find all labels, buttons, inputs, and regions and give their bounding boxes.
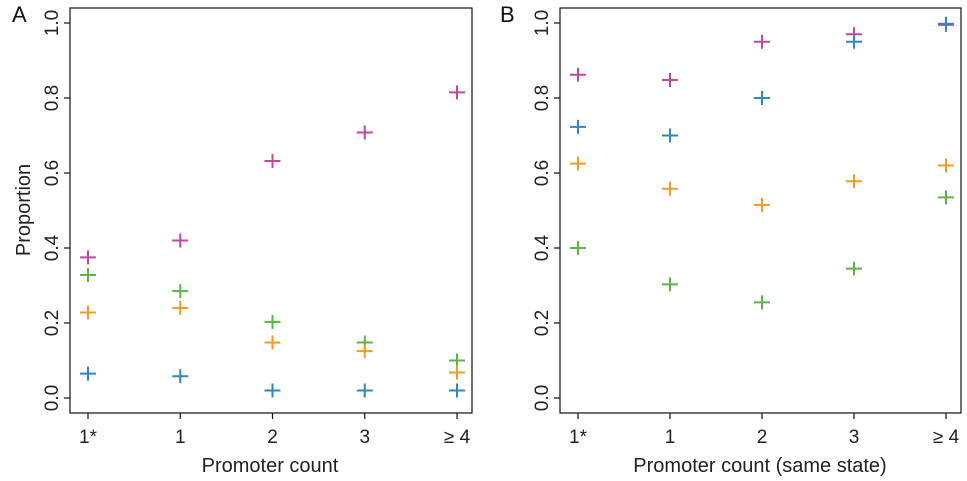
panel-a-series-1 <box>80 85 465 265</box>
panel-b-y-tick-label: 0.4 <box>532 234 553 261</box>
panel-b-ticks: 1* 1 2 3 ≥ 4 0.0 0.2 0.4 0.6 0.8 1.0 <box>532 10 960 448</box>
panel-b-data-point <box>938 190 954 205</box>
panel-b-data-point <box>662 128 678 143</box>
panel-b-data-point <box>570 67 586 82</box>
panel-a-x-tick-label: ≥ 4 <box>444 427 471 448</box>
panel-b: B Promoter count (same state) 1* 1 2 3 ≥ 4 0.… <box>500 2 962 477</box>
panel-b-series-4 <box>570 190 954 310</box>
panel-b-x-tick-label: 1* <box>569 427 588 448</box>
panel-a-data-point <box>449 365 465 380</box>
panel-a-data-point <box>449 85 465 100</box>
panel-a-data-point <box>356 344 373 359</box>
panel-b-data-point <box>938 16 954 31</box>
panel-b-y-tick-label: 0.0 <box>532 385 553 411</box>
panel-b-data-point <box>938 158 954 173</box>
panel-b-data-point <box>846 34 862 49</box>
panel-b-marks <box>570 16 954 310</box>
panel-a-label: A <box>12 2 27 27</box>
panel-a-data-point <box>449 353 465 368</box>
panel-a-data-point <box>80 366 96 381</box>
panel-a-data-point <box>172 369 189 384</box>
panel-a-data-point <box>172 301 189 315</box>
panel-b-y-tick-label: 0.8 <box>532 85 553 111</box>
panel-a-y-tick-label: 0.8 <box>42 85 63 111</box>
panel-b-x-tick-label: ≥ 4 <box>933 427 960 448</box>
panel-b-data-point <box>846 261 862 276</box>
panel-b-series-3 <box>570 156 954 212</box>
panel-b-data-point <box>754 197 770 212</box>
panel-a: A Proportion Promoter count 1* 1 2 3 ≥ 4 0.0 0… <box>12 2 473 477</box>
panel-a-x-tick-label: 3 <box>359 427 370 448</box>
panel-a-y-tick-label: 0.6 <box>42 160 63 186</box>
panel-a-y-tick-label: 1.0 <box>42 10 63 36</box>
panel-a-x-axis-title: Promoter count <box>202 455 339 477</box>
panel-b-data-point <box>754 295 770 310</box>
panel-a-ticks: 1* 1 2 3 ≥ 4 0.0 0.2 0.4 0.6 0.8 1.0 <box>42 10 471 448</box>
panel-a-data-point <box>172 233 189 248</box>
panel-a-data-point <box>264 383 281 398</box>
panel-b-data-point <box>570 156 586 171</box>
panel-a-x-tick-label: 1 <box>175 427 186 448</box>
panel-b-y-tick-label: 0.2 <box>532 310 553 336</box>
panel-a-data-point <box>264 314 281 329</box>
panel-b-data-point <box>570 241 586 255</box>
panel-a-y-tick-label: 0.2 <box>42 310 63 336</box>
panel-b-y-tick-label: 1.0 <box>532 10 553 36</box>
panel-a-series-3 <box>80 301 465 380</box>
panel-b-series-1 <box>570 17 954 87</box>
panel-a-data-point <box>172 284 189 299</box>
panel-a-plot-frame <box>69 7 473 414</box>
panel-b-data-point <box>754 34 770 49</box>
panel-b-label: B <box>500 2 515 27</box>
panel-b-x-tick-label: 3 <box>849 427 860 448</box>
panel-a-marks <box>80 85 465 398</box>
panel-a-series-2 <box>80 268 465 368</box>
panel-a-data-point <box>449 383 465 398</box>
panel-b-data-point <box>662 73 678 87</box>
panel-a-data-point <box>264 335 281 350</box>
panel-a-y-axis-title: Proportion <box>13 164 35 256</box>
panel-a-y-tick-label: 0.0 <box>42 385 63 411</box>
panel-a-data-point <box>356 125 373 140</box>
panel-a-data-point <box>80 250 96 265</box>
panel-b-data-point <box>846 174 862 189</box>
panel-a-x-tick-label: 1* <box>79 427 98 448</box>
panel-a-series-4 <box>80 366 465 398</box>
panel-b-x-axis-title: Promoter count (same state) <box>633 455 886 477</box>
panel-a-data-point <box>356 383 373 398</box>
panel-b-x-tick-label: 2 <box>757 427 768 448</box>
panel-b-y-tick-label: 0.6 <box>532 160 553 186</box>
panel-b-data-point <box>570 119 586 134</box>
panel-a-data-point <box>80 305 96 320</box>
panel-a-x-tick-label: 2 <box>267 427 278 448</box>
panel-b-data-point <box>662 277 678 292</box>
panel-a-data-point <box>264 154 281 168</box>
panel-a-data-point <box>80 268 96 282</box>
panel-b-data-point <box>754 91 770 105</box>
panel-a-y-tick-label: 0.4 <box>42 234 63 261</box>
panel-b-x-tick-label: 1 <box>665 427 676 448</box>
panel-b-plot-frame <box>559 7 962 414</box>
panel-b-data-point <box>662 181 678 196</box>
panel-b-series-2 <box>570 16 954 143</box>
